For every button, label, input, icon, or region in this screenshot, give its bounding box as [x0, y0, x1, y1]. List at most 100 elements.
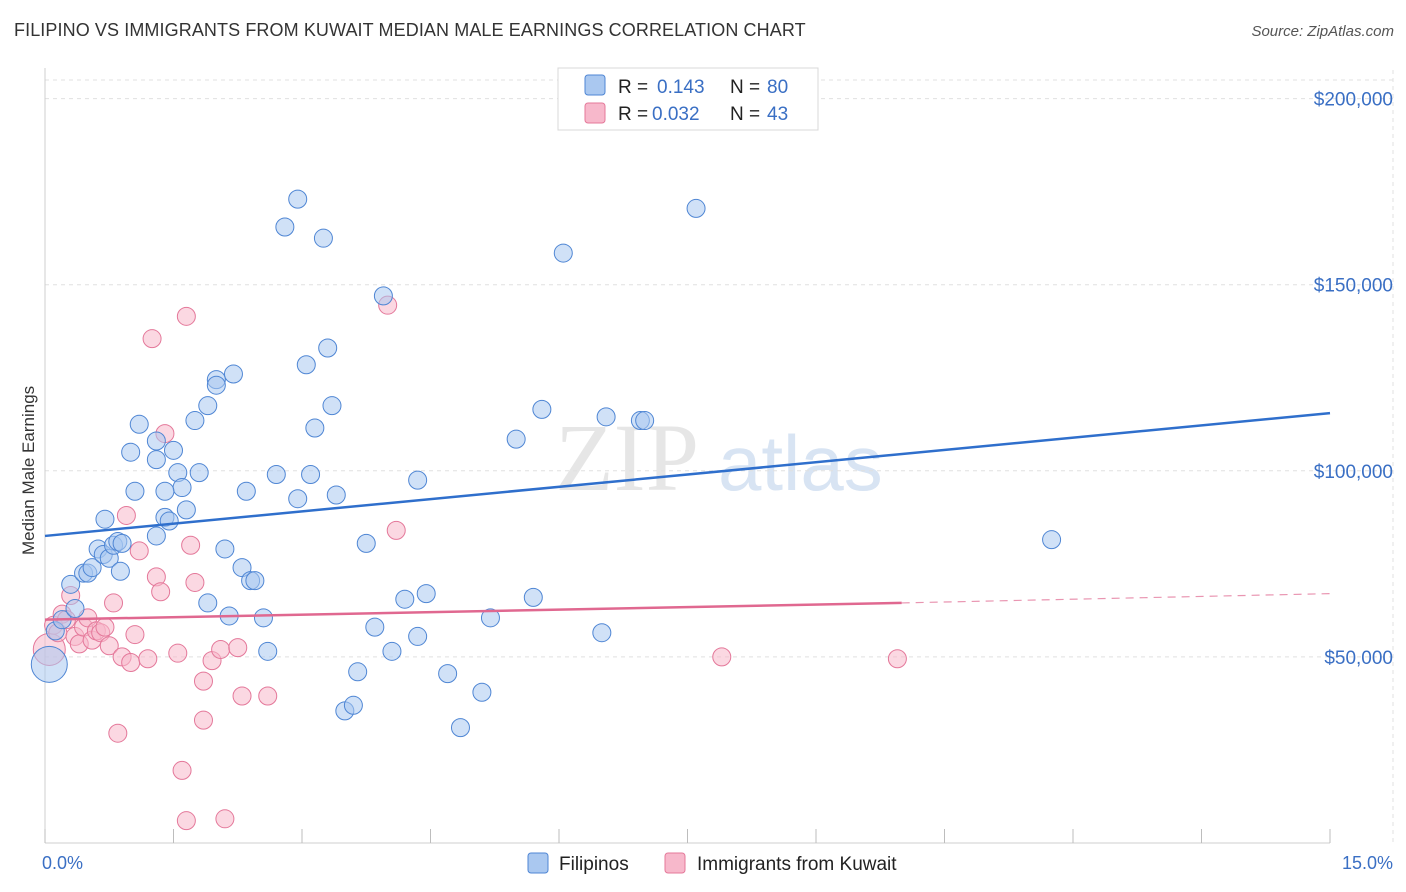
legend-n-value-filipinos: 80 — [767, 77, 788, 98]
kuwait-point — [108, 723, 128, 743]
filipinos-point — [592, 623, 612, 643]
filipinos-point — [253, 608, 273, 628]
filipinos-point — [365, 617, 385, 637]
x-tick-min: 0.0% — [42, 853, 83, 873]
kuwait-point — [386, 520, 406, 540]
filipinos-point — [159, 511, 179, 531]
filipinos-point — [318, 338, 338, 358]
filipinos-point — [125, 481, 145, 501]
kuwait-point — [181, 535, 201, 555]
filipinos-point — [356, 533, 376, 553]
legend-swatch-filipinos — [584, 74, 606, 96]
filipinos-point — [635, 411, 655, 431]
y-tick-labels: $50,000 $100,000 $150,000 $200,000 — [1314, 90, 1393, 669]
filipinos-point — [472, 682, 492, 702]
y-tick-label-1: $100,000 — [1314, 462, 1393, 483]
kuwait-point — [211, 639, 231, 659]
legend-swatch-kuwait — [584, 102, 606, 124]
filipinos-point — [198, 593, 218, 613]
filipinos-point — [112, 533, 132, 553]
legend-n-value-kuwait: 43 — [767, 104, 788, 125]
kuwait-point — [176, 811, 196, 831]
filipinos-point — [532, 399, 552, 419]
filipinos-point — [506, 429, 526, 449]
filipinos-point — [258, 641, 278, 661]
filipinos-trend-line — [44, 411, 1331, 538]
filipinos-point — [129, 414, 149, 434]
x-tick-max: 15.0% — [1342, 853, 1393, 873]
kuwait-point — [215, 809, 235, 829]
kuwait-point — [104, 593, 124, 613]
kuwait-point — [193, 671, 213, 691]
filipinos-point — [189, 463, 209, 483]
legend-r-label-kuwait: R = — [618, 104, 648, 125]
filipinos-point — [146, 526, 166, 546]
bottom-legend-kuwait: Immigrants from Kuwait — [697, 854, 897, 875]
filipinos-point — [326, 485, 346, 505]
filipinos-point — [373, 286, 393, 306]
kuwait-trend-line — [44, 601, 902, 621]
filipinos-point — [275, 217, 295, 237]
filipinos-point — [296, 355, 316, 375]
filipinos-point — [450, 718, 470, 738]
kuwait-point — [168, 643, 188, 663]
filipinos-point — [686, 198, 706, 218]
source-credit: Source: ZipAtlas.com — [1251, 23, 1394, 40]
filipinos-point — [438, 664, 458, 684]
filipinos-point — [198, 396, 218, 416]
legend-n-label-kuwait: N = — [730, 104, 760, 125]
kuwait-trend-extension — [901, 593, 1331, 604]
filipinos-point — [266, 465, 286, 485]
filipinos-point — [596, 407, 616, 427]
bottom-legend-filipinos: Filipinos — [559, 854, 629, 875]
filipinos-point — [305, 418, 325, 438]
y-tick-label-3: $200,000 — [1314, 90, 1393, 111]
legend-n-label-filipinos: N = — [730, 77, 760, 98]
filipinos-point — [172, 478, 192, 498]
kuwait-point — [887, 649, 907, 669]
filipinos-point — [185, 411, 205, 431]
filipinos-point — [395, 589, 415, 609]
filipinos-point — [215, 539, 235, 559]
bottom-legend-swatch-filipinos — [527, 852, 549, 874]
filipinos-point — [146, 431, 166, 451]
kuwait-point — [125, 625, 145, 645]
filipinos-point — [30, 645, 68, 683]
kuwait-point — [712, 647, 732, 667]
filipinos-point — [322, 396, 342, 416]
filipinos-point — [110, 561, 130, 581]
filipinos-point — [164, 440, 183, 460]
filipinos-point — [408, 470, 428, 490]
kuwait-point — [138, 649, 158, 669]
filipinos-point — [236, 481, 256, 501]
legend-r-value-filipinos: 0.143 — [657, 77, 705, 98]
filipinos-point — [523, 587, 543, 607]
legend-r-value-kuwait: 0.032 — [652, 104, 700, 125]
y-axis-label: Median Male Earnings — [19, 386, 38, 555]
kuwait-point — [232, 686, 252, 706]
filipinos-point — [416, 584, 436, 604]
kuwait-point — [116, 505, 136, 525]
filipinos-point — [553, 243, 573, 263]
kuwait-point — [172, 760, 192, 780]
filipinos-point — [408, 626, 428, 646]
filipinos-point — [288, 189, 308, 209]
filipinos-point — [82, 558, 102, 578]
filipinos-point — [288, 489, 308, 509]
kuwait-point — [129, 541, 149, 561]
kuwait-point — [228, 638, 248, 658]
axes — [44, 68, 1331, 844]
legend: R = 0.143 N = 80 R = 0.032 N = 43 — [557, 67, 819, 131]
kuwait-point — [95, 617, 115, 637]
filipinos-point — [480, 608, 500, 628]
kuwait-points — [32, 295, 907, 831]
filipinos-point — [146, 450, 166, 470]
filipinos-point — [1042, 530, 1062, 550]
filipinos-point — [348, 662, 368, 682]
trend-lines — [44, 411, 1331, 621]
filipinos-point — [223, 364, 243, 384]
filipinos-points — [30, 189, 1062, 738]
filipinos-point — [343, 695, 363, 715]
kuwait-point — [176, 306, 196, 326]
